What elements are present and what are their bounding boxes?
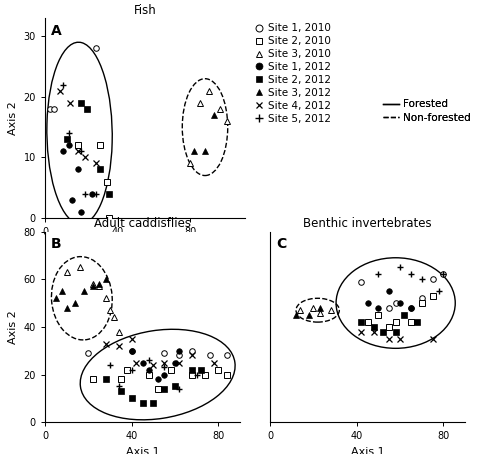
Text: C: C bbox=[276, 237, 286, 251]
Legend: Forested, Non-forested: Forested, Non-forested bbox=[382, 99, 471, 123]
Text: B: B bbox=[51, 237, 62, 251]
X-axis label: Axis 1: Axis 1 bbox=[126, 447, 160, 454]
Title: Adult caddisflies: Adult caddisflies bbox=[94, 217, 191, 230]
Title: Fish: Fish bbox=[134, 4, 156, 17]
Y-axis label: Axis 2: Axis 2 bbox=[8, 101, 18, 135]
X-axis label: Axis 1: Axis 1 bbox=[350, 447, 384, 454]
Title: Benthic invertebrates: Benthic invertebrates bbox=[303, 217, 432, 230]
Y-axis label: Axis 2: Axis 2 bbox=[8, 310, 18, 344]
Text: A: A bbox=[51, 24, 62, 38]
